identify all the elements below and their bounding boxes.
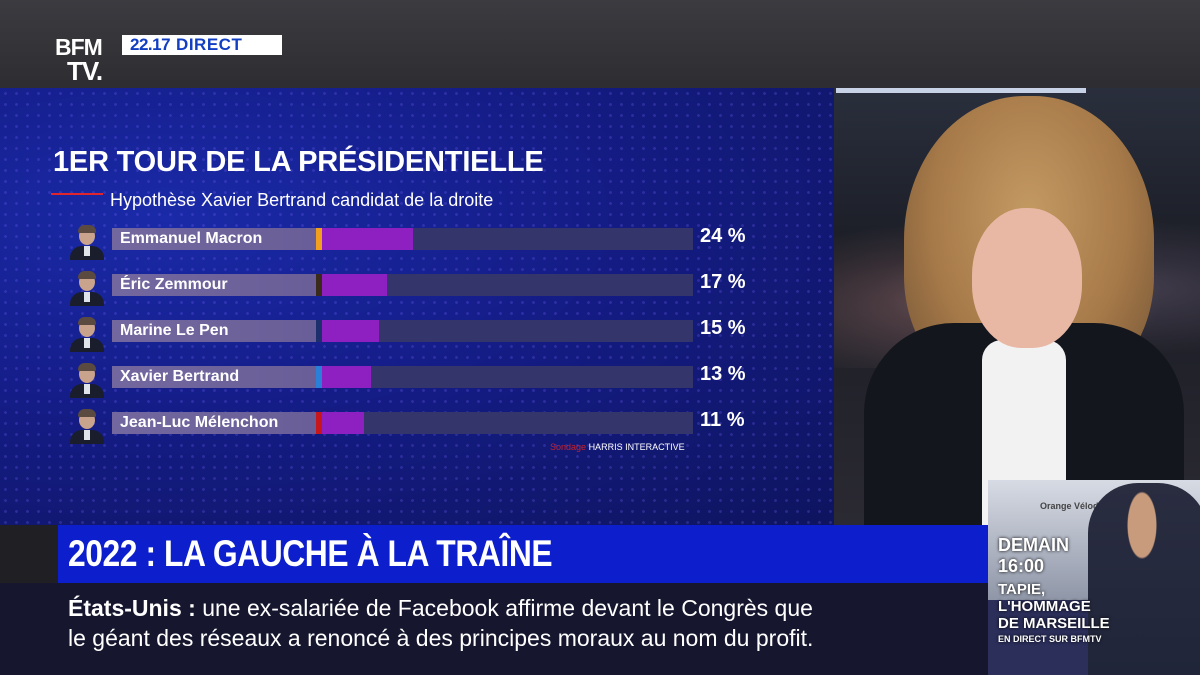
party-color-mark bbox=[316, 274, 322, 296]
candidate-photo bbox=[68, 268, 106, 306]
candidate-photo bbox=[68, 222, 106, 260]
news-ticker: États-Unis : une ex-salariée de Facebook… bbox=[0, 583, 988, 675]
chart-source: Sondage HARRIS INTERACTIVE bbox=[550, 442, 685, 452]
source-name: HARRIS INTERACTIVE bbox=[588, 442, 685, 452]
bar-track: Marine Le Pen bbox=[112, 320, 693, 342]
promo-portrait bbox=[1088, 483, 1200, 675]
bar-track: Xavier Bertrand bbox=[112, 366, 693, 388]
candidate-name: Marine Le Pen bbox=[120, 322, 229, 339]
studio-camera-view bbox=[834, 88, 1200, 525]
bar-track: Emmanuel Macron bbox=[112, 228, 693, 250]
promo-title-line-1: TAPIE, bbox=[998, 581, 1046, 598]
live-label: DIRECT bbox=[176, 35, 243, 54]
poll-bar bbox=[322, 412, 364, 434]
candidate-name-cell bbox=[112, 228, 316, 250]
party-color-mark bbox=[316, 366, 322, 388]
promo-title: TAPIE, L'HOMMAGE DE MARSEILLE bbox=[998, 581, 1110, 632]
poll-row: Emmanuel Macron 24 % bbox=[66, 222, 766, 262]
promo-title-line-3: DE MARSEILLE bbox=[998, 615, 1110, 632]
candidate-name: Jean-Luc Mélenchon bbox=[120, 414, 279, 431]
poll-bar bbox=[322, 228, 414, 250]
logo-line-2: TV. bbox=[67, 56, 103, 86]
poll-bar bbox=[322, 274, 387, 296]
poll-value-label: 13 % bbox=[700, 363, 746, 385]
poll-row: Éric Zemmour 17 % bbox=[66, 268, 766, 308]
clock-time: 22.17 bbox=[130, 35, 171, 54]
poll-row: Jean-Luc Mélenchon 11 % bbox=[66, 406, 766, 446]
source-prefix: Sondage bbox=[550, 442, 587, 452]
party-color-mark bbox=[316, 228, 322, 250]
candidate-name: Éric Zemmour bbox=[120, 276, 228, 293]
candidate-name: Xavier Bertrand bbox=[120, 368, 240, 385]
ticker-line-1: États-Unis : une ex-salariée de Facebook… bbox=[68, 595, 813, 622]
candidate-name-cell bbox=[112, 274, 316, 296]
bar-track: Jean-Luc Mélenchon bbox=[112, 412, 693, 434]
studio-light-strip bbox=[836, 88, 1086, 93]
poll-value-label: 11 % bbox=[700, 409, 745, 431]
promo-when: DEMAIN 16:00 bbox=[998, 535, 1069, 577]
chart-subtitle: Hypothèse Xavier Bertrand candidat de la… bbox=[110, 190, 494, 210]
promo-time: 16:00 bbox=[998, 556, 1045, 576]
poll-row: Xavier Bertrand 13 % bbox=[66, 360, 766, 400]
poll-graphic-panel: 1ER TOUR DE LA PRÉSIDENTIELLE Hypothèse … bbox=[0, 88, 834, 525]
candidate-name-cell bbox=[112, 320, 316, 342]
logo-line-1: BFM bbox=[55, 34, 103, 60]
candidate-name-cell bbox=[112, 412, 316, 434]
ticker-label: États-Unis : bbox=[68, 595, 196, 621]
bfmtv-logo: BFM TV. bbox=[55, 34, 117, 86]
headline-banner: 2022 : LA GAUCHE À LA TRAÎNE bbox=[58, 525, 988, 583]
ticker-text-1: une ex-salariée de Facebook affirme deva… bbox=[202, 595, 813, 621]
promo-title-line-2: L'HOMMAGE bbox=[998, 598, 1091, 615]
poll-value-label: 15 % bbox=[700, 317, 746, 339]
chart-title: 1ER TOUR DE LA PRÉSIDENTIELLE bbox=[53, 146, 544, 178]
party-color-mark bbox=[316, 320, 322, 342]
candidate-name-cell bbox=[112, 366, 316, 388]
poll-value-label: 24 % bbox=[700, 225, 746, 247]
promo-subtitle: EN DIRECT SUR BFMTV bbox=[998, 634, 1102, 644]
headline-text: 2022 : LA GAUCHE À LA TRAÎNE bbox=[68, 533, 553, 574]
promo-day: DEMAIN bbox=[998, 535, 1069, 555]
live-badge: 22.17 DIRECT bbox=[122, 35, 282, 55]
candidate-photo bbox=[68, 360, 106, 398]
bar-track: Éric Zemmour bbox=[112, 274, 693, 296]
candidate-photo bbox=[68, 314, 106, 352]
program-promo: Orange Vélodrome DEMAIN 16:00 TAPIE, L'H… bbox=[988, 480, 1200, 675]
party-color-mark bbox=[316, 412, 322, 434]
poll-bar bbox=[322, 366, 372, 388]
candidate-name: Emmanuel Macron bbox=[120, 230, 263, 247]
ticker-line-2: le géant des réseaux a renoncé à des pri… bbox=[68, 625, 814, 651]
poll-bar bbox=[322, 320, 379, 342]
top-bar: BFM TV. 22.17 DIRECT bbox=[0, 0, 1200, 90]
stadium-sign: Orange Vélodrome bbox=[1040, 501, 1121, 511]
candidate-photo bbox=[68, 406, 106, 444]
poll-row: Marine Le Pen 15 % bbox=[66, 314, 766, 354]
poll-value-label: 17 % bbox=[700, 271, 746, 293]
title-accent-rule bbox=[51, 193, 103, 195]
